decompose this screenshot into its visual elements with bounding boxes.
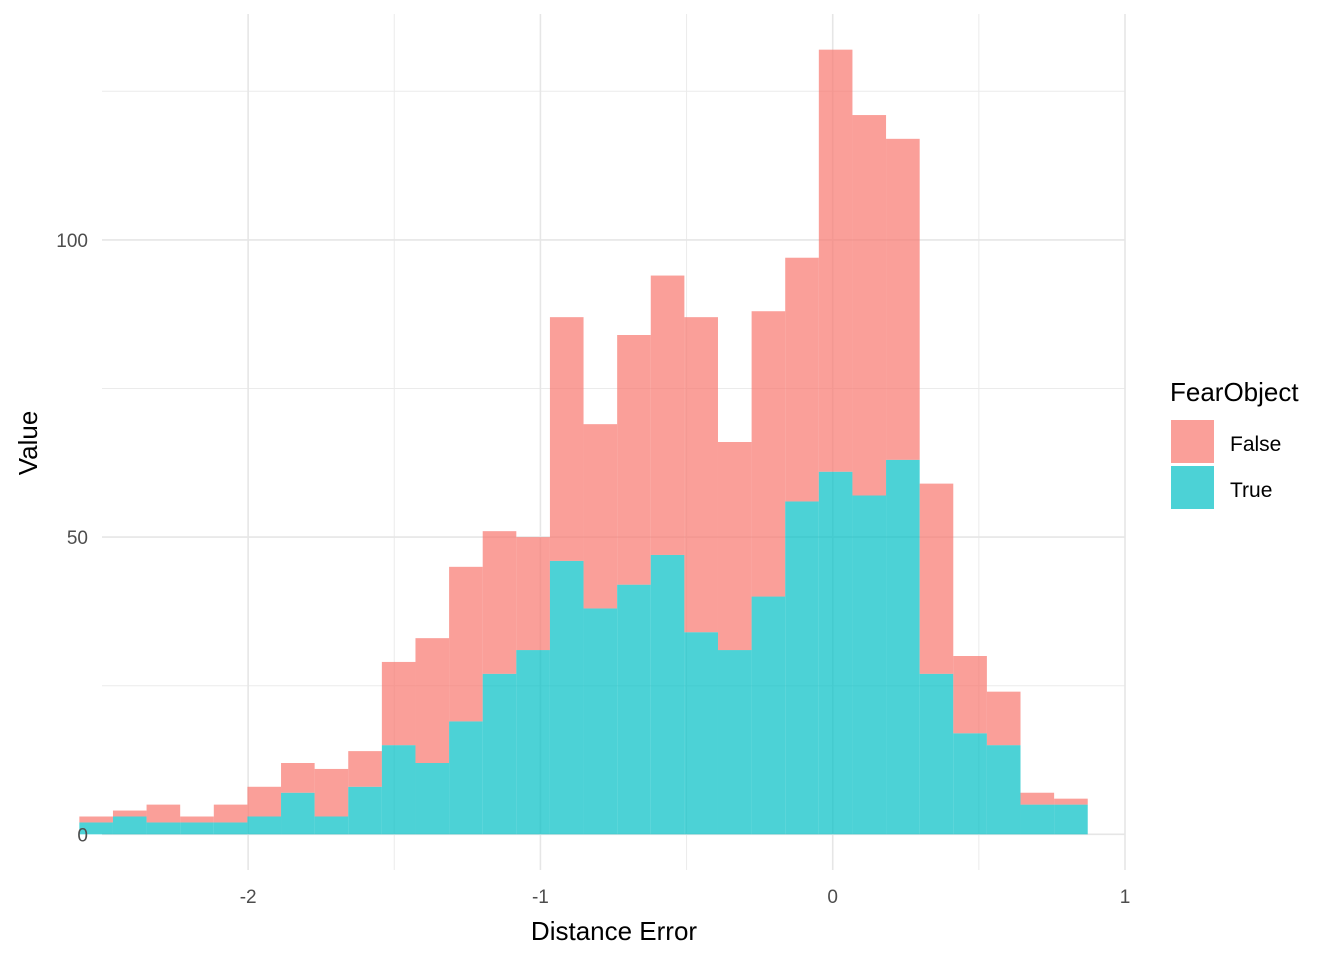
bar-true: [348, 786, 382, 835]
bar-true: [583, 608, 618, 835]
bar-false: [785, 257, 819, 502]
bar-false: [146, 804, 181, 823]
y-tick-label: 50: [67, 528, 88, 549]
bar-true: [717, 650, 752, 835]
bar-true: [852, 495, 887, 835]
bar-false: [583, 424, 618, 609]
bar-true: [919, 673, 954, 835]
bar-true: [516, 650, 550, 835]
bar-true: [684, 632, 718, 835]
x-tick-label: -1: [532, 887, 549, 908]
legend-title: FearObject: [1170, 377, 1299, 407]
bar-false: [717, 442, 752, 651]
bar-true: [650, 554, 685, 835]
y-axis-title: Value: [13, 411, 43, 476]
bar-false: [213, 804, 248, 823]
bar-false: [482, 531, 517, 674]
bar-true: [415, 763, 450, 835]
bar-true: [146, 822, 181, 835]
bar-true: [549, 560, 584, 835]
bar-true: [785, 501, 819, 835]
bar-false: [516, 537, 550, 651]
bar-false: [886, 138, 920, 460]
bar-true: [112, 816, 147, 835]
x-tick-label: 0: [827, 887, 838, 908]
bar-false: [415, 638, 450, 763]
bar-true: [818, 471, 853, 835]
legend-label-true: True: [1230, 479, 1272, 502]
legend: FearObject False True: [1170, 377, 1299, 509]
bar-false: [449, 566, 483, 722]
bar-false: [953, 656, 987, 734]
bar-false: [919, 483, 954, 674]
bar-true: [213, 822, 248, 835]
bar-true: [79, 822, 113, 835]
histogram-bars: [79, 49, 1088, 835]
bar-false: [650, 275, 685, 555]
bar-false: [986, 691, 1021, 746]
y-tick-label: 100: [56, 231, 88, 252]
bar-true: [886, 459, 920, 835]
y-axis-ticks: 0 50 100: [56, 231, 88, 846]
bar-true: [617, 584, 651, 835]
bar-false: [180, 816, 214, 823]
legend-key-false: [1171, 420, 1214, 463]
bar-true: [281, 792, 315, 835]
bar-true: [180, 822, 214, 835]
bar-true: [247, 816, 282, 835]
bar-false: [617, 335, 651, 585]
bar-false: [1020, 792, 1055, 805]
bar-false: [818, 49, 853, 472]
bar-false: [549, 317, 584, 561]
x-tick-label: -2: [240, 887, 257, 908]
bar-true: [482, 673, 517, 835]
bar-false: [281, 763, 315, 793]
bar-false: [348, 751, 382, 787]
x-tick-label: 1: [1120, 887, 1131, 908]
bar-false: [79, 816, 113, 823]
legend-key-true: [1171, 466, 1214, 509]
bar-true: [1054, 804, 1088, 835]
bar-true: [1020, 804, 1055, 835]
bar-false: [314, 768, 349, 817]
bar-false: [112, 810, 147, 817]
bar-false: [247, 786, 282, 817]
bar-false: [684, 317, 718, 633]
bar-false: [751, 311, 786, 597]
bar-true: [953, 733, 987, 835]
bar-true: [986, 745, 1021, 835]
y-tick-label: 0: [77, 825, 88, 846]
bar-true: [314, 816, 349, 835]
bar-true: [381, 745, 416, 835]
bar-true: [449, 721, 483, 835]
bar-false: [381, 661, 416, 746]
bar-false: [852, 115, 887, 496]
bar-true: [751, 596, 786, 835]
legend-label-false: False: [1230, 433, 1281, 456]
bar-false: [1054, 798, 1088, 805]
x-axis-title: Distance Error: [531, 916, 697, 946]
x-axis-ticks: -2 -1 0 1: [240, 887, 1131, 908]
